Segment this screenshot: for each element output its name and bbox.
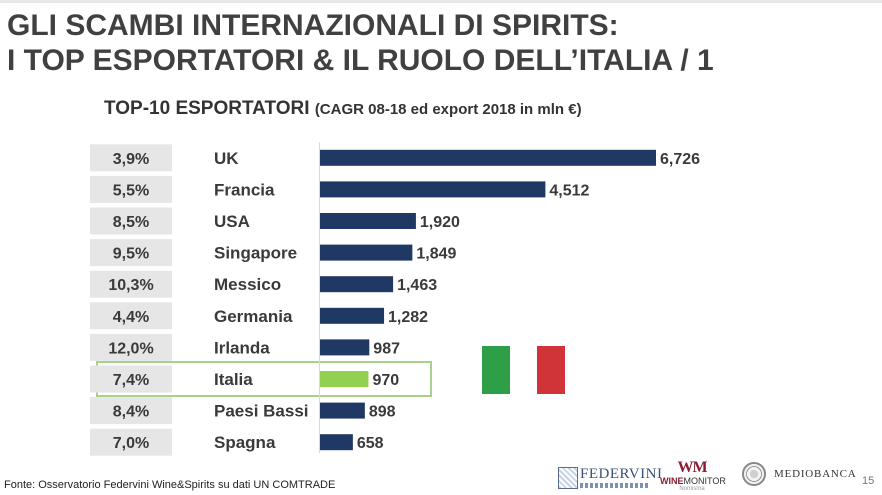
slide-title: GLI SCAMBI INTERNAZIONALI DI SPIRITS: I … — [7, 8, 714, 78]
bar-messico — [320, 276, 394, 293]
bar-spagna — [320, 434, 353, 451]
cagr-label-spagna: 7,0% — [113, 435, 149, 452]
bar-irlanda — [320, 339, 370, 356]
cagr-box-francia — [90, 175, 172, 203]
cagr-box-spagna — [90, 428, 172, 456]
chart-subtitle: (CAGR 08-18 ed export 2018 in mln €) — [314, 101, 582, 118]
category-label-paesi-bassi: Paesi Bassi — [214, 402, 309, 421]
value-labels: 6,726 4,512 1,920 1,849 1,463 1,282 987 970 898 6… — [357, 151, 700, 452]
cagr-label-francia: 5,5% — [113, 182, 149, 199]
page-number: 15 — [862, 475, 875, 487]
cagr-label-singapore: 9,5% — [113, 246, 149, 263]
value-label-usa: 1,920 — [420, 214, 460, 231]
cagr-column: 3,9% 5,5% 8,5% 9,5% 10,3% 4,4% 12,0% 7,4% 8,4% 7,… — [90, 144, 172, 456]
cagr-label-irlanda: 12,0% — [108, 340, 153, 357]
category-label-irlanda: Irlanda — [214, 338, 270, 357]
bar-francia — [320, 181, 546, 198]
category-label-messico: Messico — [214, 275, 281, 294]
winemonitor-monitor: MONITOR — [683, 476, 726, 486]
value-label-irlanda: 987 — [373, 340, 400, 357]
winemonitor-wine: WINE — [660, 476, 684, 486]
top-border-line — [0, 0, 882, 3]
category-label-francia: Francia — [214, 180, 275, 199]
cagr-label-germania: 4,4% — [113, 309, 149, 326]
value-label-messico: 1,463 — [397, 277, 437, 294]
cagr-box-italia — [90, 365, 172, 393]
mediobanca-logo-text: MEDIOBANCA — [774, 468, 857, 480]
winemonitor-logo-text: WINEMONITOR — [660, 476, 726, 486]
flag-stripe-red — [537, 346, 565, 394]
flag-stripe-white — [510, 346, 537, 394]
category-label-germania: Germania — [214, 307, 293, 326]
mediobanca-seal-icon — [742, 462, 766, 486]
category-label-singapore: Singapore — [214, 244, 297, 263]
bar-usa — [320, 213, 416, 229]
winemonitor-mark-icon: WM — [677, 459, 707, 476]
category-label-usa: USA — [214, 212, 250, 231]
chart-title: TOP-10 ESPORTATORI (CAGR 08-18 ed export… — [104, 98, 582, 120]
italian-flag — [482, 346, 565, 394]
cagr-box-germania — [90, 302, 172, 330]
category-label-italia: Italia — [214, 370, 253, 389]
value-label-paesi-bassi: 898 — [369, 404, 396, 421]
federvini-logo-text: FEDERVINI — [580, 466, 663, 482]
value-label-italia: 970 — [372, 372, 399, 389]
mediobanca-logo: MEDIOBANCA — [742, 462, 856, 490]
flag-stripe-green — [482, 346, 510, 394]
value-label-singapore: 1,849 — [416, 246, 456, 263]
cagr-box-usa — [90, 207, 172, 235]
slide-title-line-2: I TOP ESPORTATORI & IL RUOLO DELL’ITALIA… — [7, 44, 714, 77]
country-labels: UK Francia USA Singapore Messico Germania Irla… — [214, 149, 309, 452]
cagr-box-singapore — [90, 239, 172, 267]
cagr-label-uk: 3,9% — [113, 151, 149, 168]
federvini-emblem-icon — [558, 467, 578, 489]
cagr-box-uk — [90, 144, 172, 172]
cagr-box-irlanda — [90, 333, 172, 361]
federvini-tagline-graphic — [580, 483, 648, 488]
bar-italia — [320, 371, 369, 387]
slide-title-line-1: GLI SCAMBI INTERNAZIONALI DI SPIRITS: — [7, 9, 619, 42]
value-label-uk: 6,726 — [660, 151, 700, 168]
bar-paesi-bassi — [320, 402, 365, 419]
value-label-germania: 1,282 — [388, 309, 428, 326]
source-note: Fonte: Osservatorio Federvini Wine&Spiri… — [4, 479, 336, 491]
category-label-spagna: Spagna — [214, 433, 276, 452]
category-label-uk: UK — [214, 149, 239, 168]
cagr-label-paesi-bassi: 8,4% — [113, 404, 149, 421]
winemonitor-tagline: Nomisma — [679, 486, 705, 492]
value-label-francia: 4,512 — [549, 182, 589, 199]
winemonitor-logo: WM WINEMONITOR Nomisma — [660, 459, 726, 493]
cagr-box-paesi-bassi — [90, 397, 172, 425]
cagr-box-messico — [90, 270, 172, 298]
chart-title-main: TOP-10 ESPORTATORI — [104, 98, 310, 119]
bar-singapore — [320, 244, 413, 261]
cagr-label-italia: 7,4% — [113, 372, 149, 389]
bar-germania — [320, 307, 385, 324]
bar-uk — [320, 149, 656, 166]
value-label-spagna: 658 — [357, 435, 384, 452]
cagr-label-usa: 8,5% — [113, 214, 149, 231]
cagr-label-messico: 10,3% — [108, 277, 153, 294]
bars — [320, 149, 656, 451]
federvini-logo: FEDERVINI — [558, 466, 662, 490]
